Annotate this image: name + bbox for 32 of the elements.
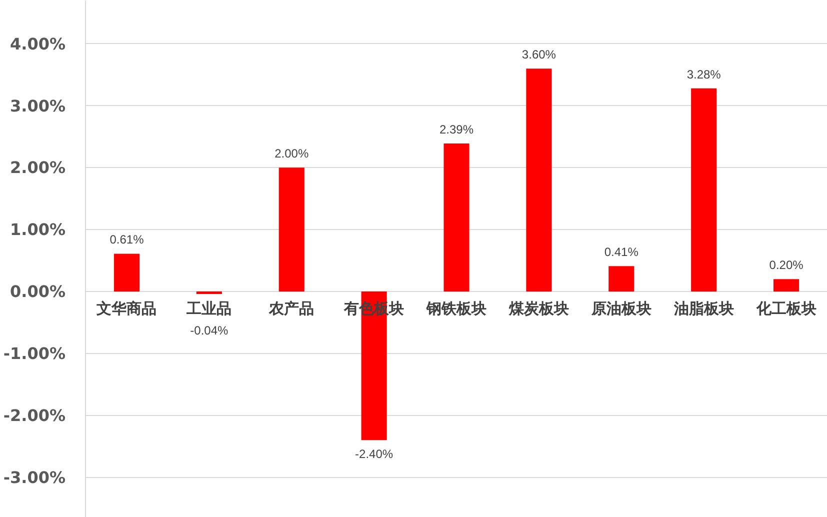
y-tick-label: 3.00% bbox=[10, 96, 66, 116]
y-tick-label: 0.00% bbox=[10, 282, 66, 302]
data-label: 0.41% bbox=[604, 245, 639, 260]
x-tick-label: 文华商品 bbox=[96, 300, 157, 318]
x-tick-label: 农产品 bbox=[268, 300, 314, 318]
data-label: -2.40% bbox=[355, 447, 394, 462]
data-label: -0.04% bbox=[190, 324, 229, 338]
bar bbox=[608, 266, 634, 292]
x-tick-label: 化工板块 bbox=[755, 300, 816, 318]
x-tick-label: 油脂板块 bbox=[672, 300, 734, 318]
data-label: 3.28% bbox=[686, 67, 722, 82]
bar bbox=[526, 68, 552, 292]
y-tick-label: -3.00% bbox=[3, 468, 66, 487]
data-label: 2.00% bbox=[274, 146, 309, 161]
y-tick-label: 4.00% bbox=[10, 34, 66, 54]
x-tick-label: 煤炭板块 bbox=[508, 300, 569, 318]
x-tick-label: 原油板块 bbox=[590, 300, 652, 318]
bar bbox=[444, 144, 470, 292]
data-label: 3.60% bbox=[522, 48, 556, 62]
data-label: 0.20% bbox=[769, 258, 804, 272]
y-tick-label: 2.00% bbox=[10, 158, 66, 178]
x-tick-label: 工业品 bbox=[186, 300, 232, 318]
bar bbox=[774, 279, 800, 292]
y-tick-label: 1.00% bbox=[10, 220, 66, 240]
bar bbox=[691, 88, 717, 292]
data-label: 0.61% bbox=[110, 232, 144, 247]
x-tick-label: 钢铁板块 bbox=[426, 300, 486, 318]
y-tick-label: -1.00% bbox=[3, 344, 66, 363]
bar bbox=[114, 254, 140, 292]
bar bbox=[278, 168, 304, 292]
data-label: 2.39% bbox=[439, 122, 474, 137]
y-tick-label: -2.00% bbox=[3, 406, 66, 425]
